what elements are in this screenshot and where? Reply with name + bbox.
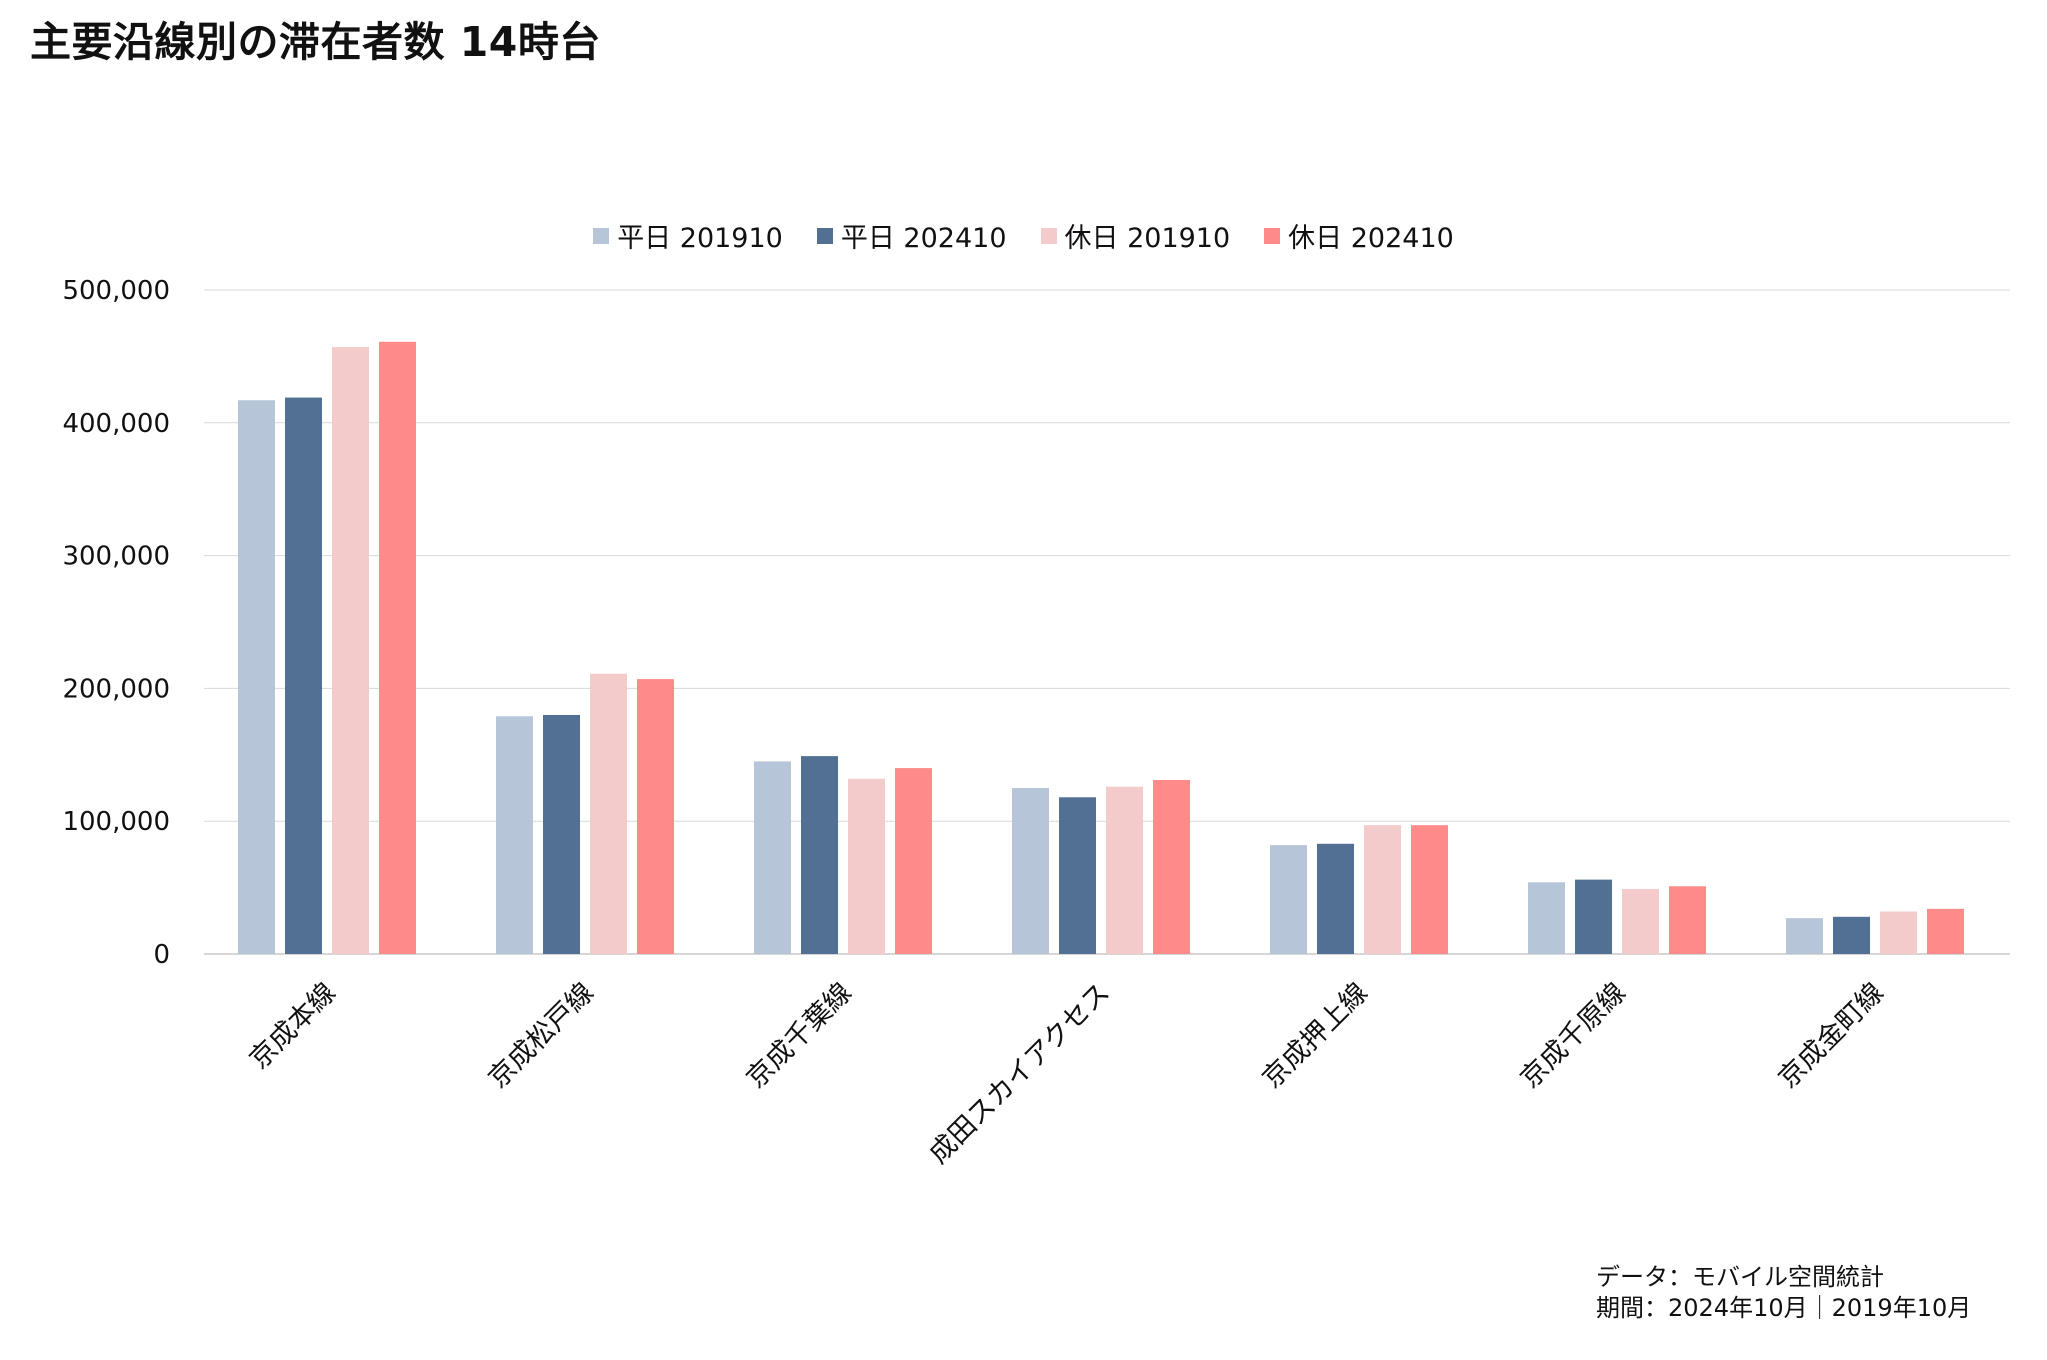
data-source-note: データ：モバイル空間統計 期間：2024年10月｜2019年10月 <box>1596 1262 1971 1324</box>
x-tick-label: 成田スカイアクセス <box>923 977 1116 1170</box>
x-tick-label: 京成千原線 <box>1515 977 1632 1094</box>
y-axis-tick-labels: 0 100,000 200,000 300,000 400,000 500,000 <box>62 276 170 970</box>
legend-label-weekday-201910: 平日 201910 <box>617 223 783 254</box>
bar[interactable] <box>1880 911 1917 954</box>
x-tick-label: 京成押上線 <box>1257 977 1374 1094</box>
legend-item-weekday-202410[interactable]: 平日 202410 <box>816 216 1007 255</box>
bar[interactable] <box>1622 888 1659 954</box>
legend: 平日 201910 平日 202410 休日 201910 休日 202410 <box>0 216 2047 255</box>
y-tick-label: 200,000 <box>62 674 170 704</box>
y-tick-label: 400,000 <box>62 409 170 439</box>
bars <box>238 341 1964 954</box>
bar[interactable] <box>285 397 322 954</box>
legend-swatch-weekday-202410 <box>816 227 833 244</box>
bar[interactable] <box>238 400 275 954</box>
y-tick-label: 300,000 <box>62 542 170 572</box>
bar[interactable] <box>1317 843 1354 954</box>
chart-title: 主要沿線別の滞在者数 14時台 <box>30 18 601 66</box>
legend-item-holiday-202410[interactable]: 休日 202410 <box>1264 216 1454 255</box>
bar[interactable] <box>1669 886 1706 954</box>
bar[interactable] <box>379 341 416 954</box>
x-tick-label: 京成本線 <box>244 977 342 1075</box>
bar[interactable] <box>895 768 932 954</box>
legend-swatch-holiday-202410 <box>1264 227 1281 244</box>
bar[interactable] <box>1012 788 1049 954</box>
legend-label-holiday-201910: 休日 201910 <box>1064 223 1231 254</box>
data-period-line: 期間：2024年10月｜2019年10月 <box>1596 1294 1972 1322</box>
legend-item-weekday-201910[interactable]: 平日 201910 <box>593 216 783 255</box>
bar[interactable] <box>1528 882 1565 954</box>
bar[interactable] <box>1153 780 1190 954</box>
bar[interactable] <box>1575 879 1612 954</box>
x-tick-label: 京成松戸線 <box>483 977 600 1094</box>
bar[interactable] <box>590 673 627 954</box>
legend-label-holiday-202410: 休日 202410 <box>1288 223 1454 254</box>
x-tick-label: 京成金町線 <box>1773 977 1890 1094</box>
bar[interactable] <box>1364 825 1401 954</box>
bar[interactable] <box>332 347 369 954</box>
bar[interactable] <box>801 756 838 954</box>
y-tick-label: 500,000 <box>62 276 170 306</box>
bar[interactable] <box>496 716 533 954</box>
bar[interactable] <box>1833 916 1870 954</box>
bar[interactable] <box>543 714 580 954</box>
bar[interactable] <box>1059 797 1096 954</box>
legend-swatch-holiday-201910 <box>1040 227 1057 244</box>
x-axis-tick-labels: 京成本線 京成松戸線 京成千葉線 成田スカイアクセス 京成押上線 京成千原線 京成金町線 <box>244 977 1890 1170</box>
y-tick-label: 0 <box>153 940 170 970</box>
bar[interactable] <box>1106 786 1143 954</box>
bar[interactable] <box>1270 845 1307 954</box>
bar[interactable] <box>637 679 674 954</box>
bar[interactable] <box>848 778 885 954</box>
x-tick-label: 京成千葉線 <box>741 977 858 1094</box>
legend-swatch-weekday-201910 <box>593 227 610 244</box>
data-source-line: データ：モバイル空間統計 <box>1596 1263 1884 1291</box>
bar[interactable] <box>1927 908 1964 954</box>
bar[interactable] <box>754 761 791 954</box>
legend-item-holiday-201910[interactable]: 休日 201910 <box>1040 216 1231 255</box>
legend-label-weekday-202410: 平日 202410 <box>840 223 1007 254</box>
bar[interactable] <box>1411 825 1448 954</box>
bar[interactable] <box>1786 918 1823 954</box>
y-tick-label: 100,000 <box>62 807 170 837</box>
